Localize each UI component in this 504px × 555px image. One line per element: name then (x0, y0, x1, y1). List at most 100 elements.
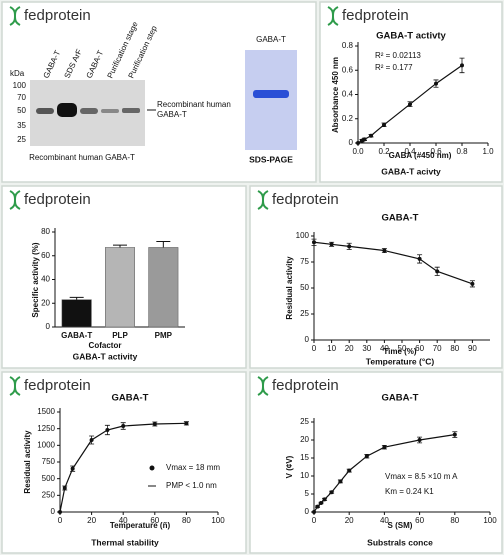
gel (245, 50, 297, 150)
y-tick-label: 0 (51, 507, 56, 516)
band (36, 108, 54, 114)
data-point (58, 510, 62, 514)
kda-marker: 50 (17, 106, 26, 115)
y-tick-label: 5 (305, 489, 310, 498)
data-point (470, 281, 475, 286)
data-point (329, 242, 334, 247)
y-tick-label: 80 (41, 227, 50, 236)
annotation: R² = 0.177 (375, 63, 413, 72)
caption: GABA-T activity (73, 351, 138, 361)
panel (249, 185, 503, 369)
y-axis-label: Residual activity (285, 256, 294, 320)
x-tick-label: 80 (450, 344, 459, 353)
band (122, 108, 140, 113)
y-tick-label: 50 (300, 283, 309, 292)
data-point (364, 454, 369, 459)
series-line (59, 422, 187, 513)
band (101, 109, 119, 113)
x-tick-label: GABA-T (61, 331, 92, 340)
bar (148, 247, 179, 328)
x-axis-label: Time (%) (383, 347, 417, 356)
y-tick-label: 0.8 (342, 41, 354, 50)
data-point (382, 122, 386, 127)
data-point (452, 432, 457, 437)
y-tick-label: 75 (300, 257, 309, 266)
y-tick-label: 20 (300, 435, 309, 444)
x-tick-label: 20 (87, 516, 96, 525)
x-tick-label: 80 (182, 516, 191, 525)
panel (1, 371, 247, 554)
x-tick-label: 0.8 (456, 147, 468, 156)
y-tick-label: 0 (305, 335, 310, 344)
data-point (152, 422, 157, 426)
chart-title: GABA-T (382, 213, 419, 224)
data-point (70, 466, 75, 471)
logo-icon (9, 190, 21, 210)
data-point (184, 421, 189, 426)
gel-label: GABA-T (256, 35, 286, 44)
data-point (315, 504, 320, 509)
data-point (312, 510, 316, 514)
error-bar (69, 296, 84, 300)
x-axis-label: S (SM) (388, 521, 413, 530)
y-tick-label: 20 (41, 298, 50, 307)
y-tick-label: 0 (349, 138, 354, 147)
blot-caption: Recombinant human GABA-T (29, 153, 135, 162)
x-tick-label: 20 (345, 516, 354, 525)
data-point (434, 81, 438, 86)
error-bar (113, 244, 127, 248)
y-tick-label: 0 (305, 507, 310, 516)
y-tick-label: 25 (300, 417, 309, 426)
bar (105, 247, 135, 328)
y-axis-label: Absorbance 450 nm (331, 57, 340, 133)
logo-icon (9, 376, 21, 396)
x-tick-label: PLP (112, 331, 128, 340)
caption: Substrals conce (367, 537, 433, 547)
annotation: Vmax = 8.5 ×10 m A (385, 472, 458, 481)
bar (61, 299, 92, 328)
y-tick-label: 60 (41, 251, 50, 260)
y-tick-label: 10 (300, 471, 309, 480)
data-point (356, 141, 360, 145)
y-tick-label: 1250 (37, 424, 55, 433)
y-tick-label: 250 (42, 490, 56, 499)
y-tick-label: 0.4 (342, 90, 354, 99)
x-tick-label: 0 (312, 344, 317, 353)
y-tick-label: 100 (296, 231, 310, 240)
x-tick-label: 80 (450, 516, 459, 525)
gel-caption: SDS-PAGE (249, 154, 293, 164)
kda-marker: 35 (17, 121, 26, 130)
x-tick-label: 50 (398, 344, 407, 353)
data-point (435, 269, 440, 274)
x-tick-label: 10 (327, 344, 336, 353)
data-point (322, 497, 327, 502)
x-tick-label: 0.0 (352, 147, 364, 156)
data-point (460, 63, 464, 68)
kda-marker: 100 (13, 81, 27, 90)
x-axis-label: Cofactor (89, 341, 122, 350)
y-tick-label: 0.2 (342, 114, 354, 123)
data-point (62, 486, 67, 490)
arrow-label: Recombinant human GABA-T (157, 100, 231, 119)
y-tick-label: 500 (42, 474, 56, 483)
logo: fedprotein (272, 191, 339, 208)
caption: GABA-T acivty (381, 166, 441, 176)
data-point (417, 438, 422, 442)
data-point (329, 490, 334, 495)
data-point (408, 102, 412, 107)
logo-icon (257, 376, 269, 396)
y-axis-label: Residual activity (23, 430, 32, 494)
chart-title: GABA-T (382, 393, 419, 404)
band (80, 108, 98, 114)
x-tick-label: 60 (415, 344, 424, 353)
x-tick-label: 60 (150, 516, 159, 525)
x-tick-label: 100 (483, 516, 497, 525)
caption: Temperature (°C) (366, 356, 435, 366)
chart-title: GABA-T (112, 393, 149, 404)
x-tick-label: 0 (58, 516, 63, 525)
annotation: Vmax = 18 mm (166, 463, 220, 472)
y-tick-label: 750 (42, 457, 56, 466)
x-tick-label: 70 (433, 344, 442, 353)
arrow-label-box: Recombinant human GABA-T (157, 100, 231, 119)
data-point (312, 240, 316, 245)
